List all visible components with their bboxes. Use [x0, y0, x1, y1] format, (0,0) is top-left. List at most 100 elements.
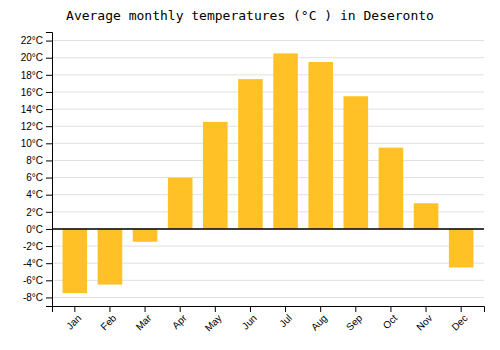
- x-tick-mark: [74, 306, 75, 312]
- x-tick-mark: [180, 306, 181, 312]
- x-tick: Aug: [309, 306, 329, 333]
- y-tick: 22°C: [21, 35, 52, 46]
- y-tick-mark: [46, 263, 52, 264]
- x-tick-mark: [250, 306, 251, 312]
- y-tick-label: 18°C: [21, 70, 43, 81]
- grid: [52, 41, 484, 298]
- x-tick-label: Jul: [277, 312, 294, 329]
- y-tick: -4°C: [23, 258, 52, 269]
- y-tick-mark: [46, 58, 52, 59]
- bar: [168, 178, 193, 229]
- bar: [344, 96, 369, 229]
- y-tick: -6°C: [23, 275, 52, 286]
- bar: [414, 203, 439, 229]
- y-tick-label: -4°C: [23, 258, 43, 269]
- y-tick: -2°C: [23, 241, 52, 252]
- x-tick: May: [203, 306, 224, 334]
- y-tick-mark: [46, 280, 52, 281]
- y-tick-mark: [46, 212, 52, 213]
- y-tick: 10°C: [21, 138, 52, 149]
- y-axis: -8°C -6°C -4°C -2°C 0°C 2°C 4°C 6°C 8°C 10°C 12°C 1…: [21, 33, 53, 307]
- y-tick-mark: [46, 160, 52, 161]
- x-tick: Mar: [134, 306, 154, 332]
- x-tick-label: May: [203, 312, 224, 333]
- x-tick-mark: [355, 306, 356, 312]
- x-tick-label: Sep: [344, 312, 365, 333]
- title: Average monthly temperatures (°C ) in De…: [66, 8, 434, 23]
- x-tick: Jan: [64, 306, 83, 332]
- x-tick-label: Jun: [240, 312, 259, 331]
- x-tick-label: Feb: [98, 312, 118, 332]
- bar: [203, 122, 228, 229]
- y-tick-mark: [46, 178, 52, 179]
- bar: [449, 229, 474, 268]
- x-tick: Jul: [277, 306, 294, 329]
- x-tick-mark: [145, 306, 146, 312]
- x-tick: Apr: [170, 306, 189, 331]
- grid-line: [52, 57, 484, 58]
- x-tick-mark: [109, 306, 110, 312]
- y-tick-mark: [46, 126, 52, 127]
- y-tick-mark: [46, 297, 52, 298]
- y-tick-label: 20°C: [21, 52, 43, 63]
- y-tick-label: 10°C: [21, 138, 43, 149]
- bar: [133, 229, 158, 242]
- y-tick: 18°C: [21, 70, 52, 81]
- y-tick-mark: [46, 229, 52, 230]
- y-tick-mark: [46, 143, 52, 144]
- x-tick-label: Oct: [381, 312, 400, 331]
- grid-line: [52, 91, 484, 92]
- y-tick: -8°C: [23, 292, 52, 303]
- y-tick-mark: [46, 92, 52, 93]
- x-axis: Jan Feb Mar Apr May Jun Jul Aug Sep Oct Nov Dec: [53, 306, 485, 334]
- x-tick-label: Jan: [64, 312, 83, 331]
- y-tick: 14°C: [21, 104, 52, 115]
- y-tick-label: -6°C: [23, 275, 43, 286]
- grid-line: [52, 109, 484, 110]
- grid-line: [52, 228, 484, 229]
- grid-line: [52, 40, 484, 41]
- x-tick-mark: [285, 306, 286, 312]
- y-tick: 0°C: [26, 224, 52, 235]
- y-tick: 8°C: [26, 155, 52, 166]
- x-tick-label: Mar: [134, 312, 154, 332]
- x-tick-label: Nov: [414, 312, 434, 332]
- x-tick: Feb: [98, 306, 118, 332]
- plot: -8°C -6°C -4°C -2°C 0°C 2°C 4°C 6°C 8°C 10°C 12°C 1…: [21, 33, 485, 334]
- y-tick-label: 2°C: [26, 207, 43, 218]
- y-tick: 16°C: [21, 87, 52, 98]
- y-tick-label: 14°C: [21, 104, 43, 115]
- grid-line: [52, 126, 484, 127]
- y-tick-mark: [46, 246, 52, 247]
- bar: [63, 229, 88, 293]
- y-tick-label: 12°C: [21, 121, 43, 132]
- y-axis-line: [46, 33, 53, 307]
- y-tick: 6°C: [26, 172, 52, 183]
- x-tick-label: Apr: [170, 312, 189, 331]
- bar: [98, 229, 123, 285]
- grid-line: [52, 160, 484, 161]
- x-tick-label: Dec: [449, 312, 469, 332]
- y-tick-label: 22°C: [21, 35, 43, 46]
- grid-line: [52, 297, 484, 298]
- y-tick-mark: [46, 109, 52, 110]
- baseline: [52, 228, 484, 230]
- y-tick-mark: [46, 41, 52, 42]
- y-tick-label: -8°C: [23, 292, 43, 303]
- x-tick: Dec: [449, 306, 469, 333]
- grid-line: [52, 74, 484, 75]
- chart: -8°C -6°C -4°C -2°C 0°C 2°C 4°C 6°C 8°C 10°C 12°C 1…: [0, 0, 500, 350]
- y-tick-label: 8°C: [26, 155, 43, 166]
- grid-line: [52, 194, 484, 195]
- x-tick: Oct: [381, 306, 400, 331]
- grid-line: [52, 143, 484, 144]
- y-tick: 20°C: [21, 52, 52, 63]
- y-tick: 2°C: [26, 207, 52, 218]
- y-tick-label: 0°C: [26, 224, 43, 235]
- x-tick: Jun: [240, 306, 259, 332]
- x-tick: Nov: [414, 306, 434, 333]
- y-tick-label: 4°C: [26, 189, 43, 200]
- y-tick-mark: [46, 75, 52, 76]
- y-tick-label: 6°C: [26, 172, 43, 183]
- y-tick: 12°C: [21, 121, 52, 132]
